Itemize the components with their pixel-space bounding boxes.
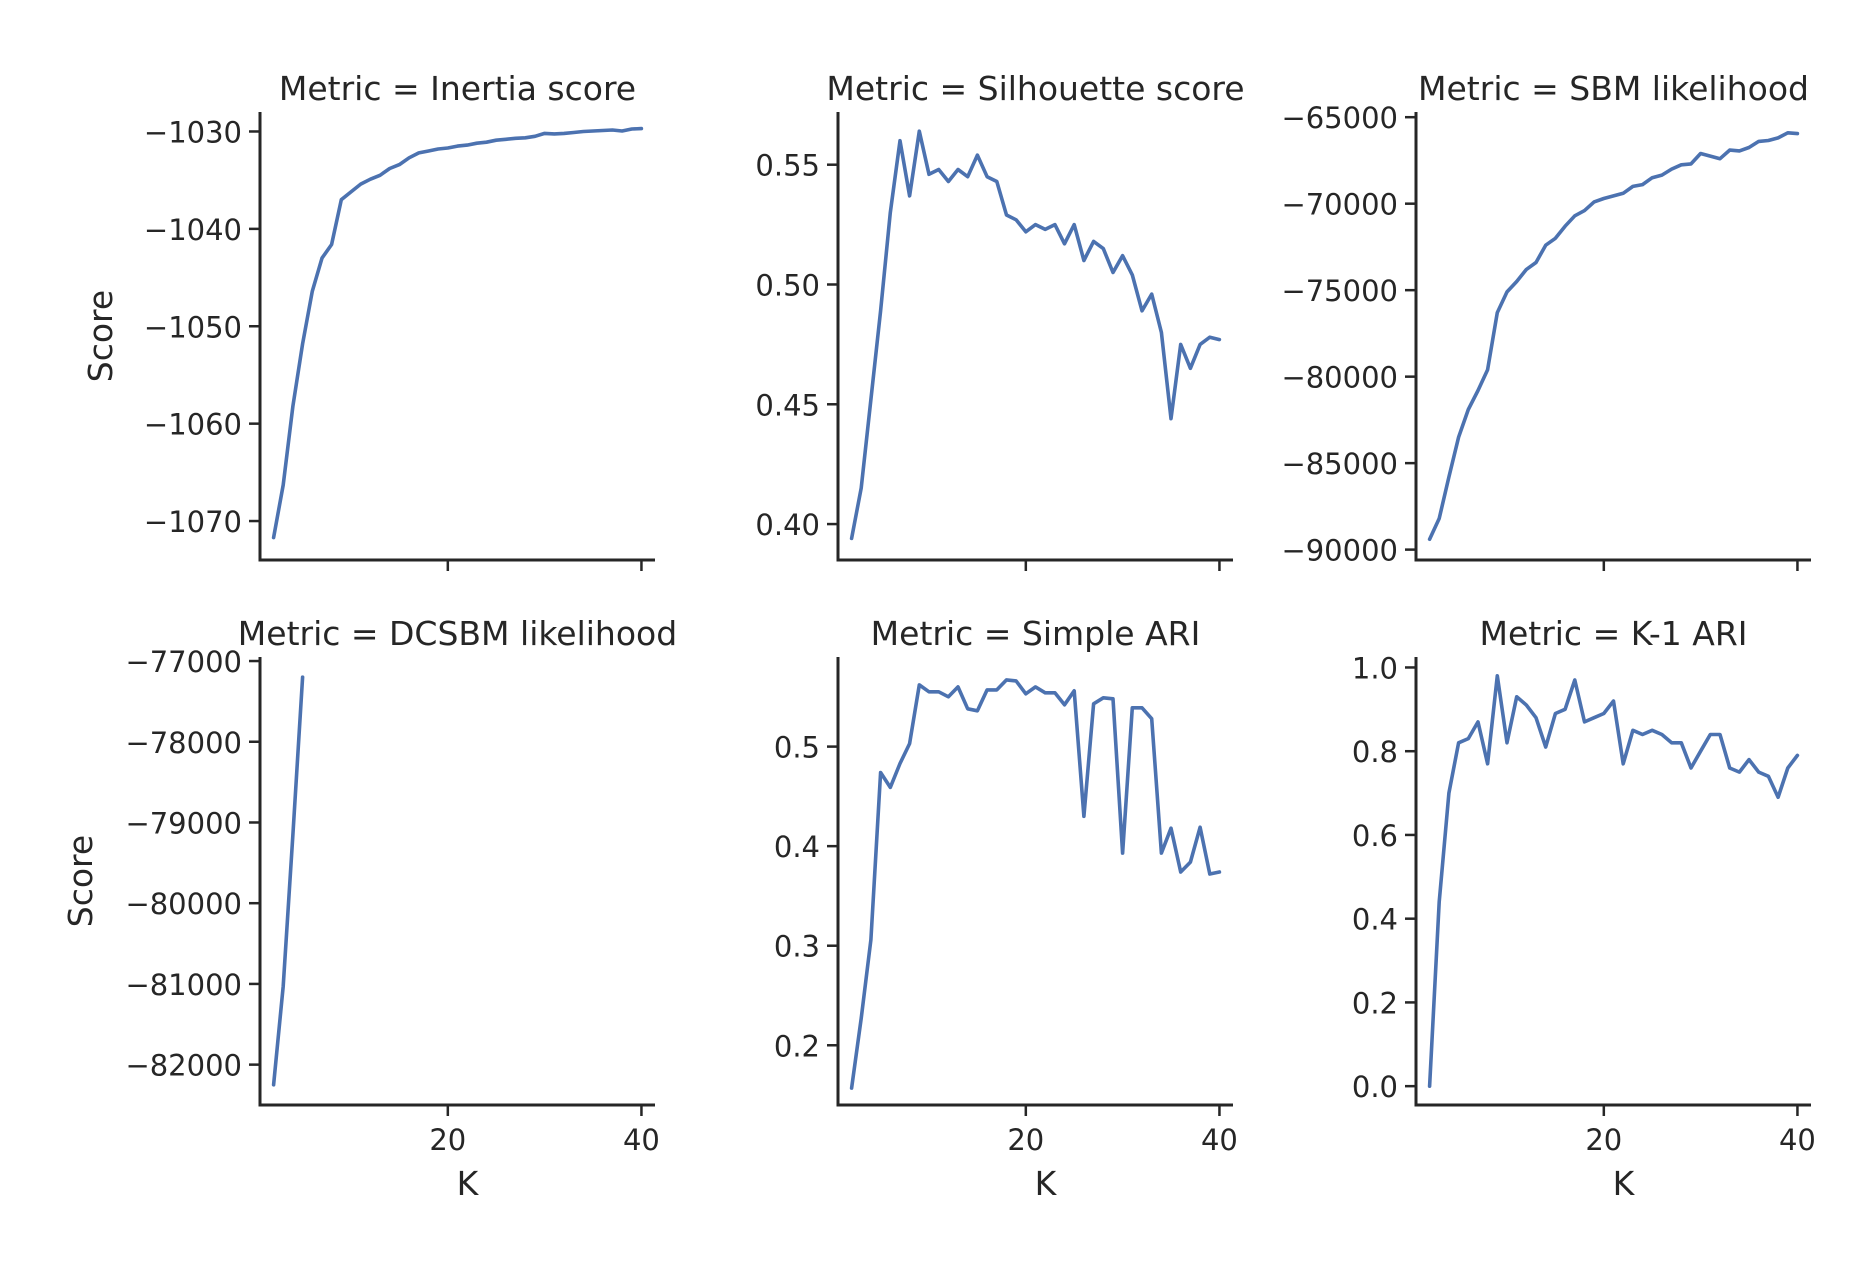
x-tick-label: 40 (1201, 1123, 1238, 1157)
y-tick-label: 0.4 (1352, 903, 1398, 937)
y-tick-label: 0.2 (774, 1029, 820, 1063)
y-tick-label: −1050 (144, 310, 242, 344)
y-axis-label: Score (61, 835, 100, 927)
y-tick-label: 0.55 (755, 149, 820, 183)
x-axis-label: K (1035, 1164, 1058, 1203)
y-tick-label: 0.45 (755, 388, 820, 422)
y-tick-label: 0.0 (1352, 1070, 1398, 1104)
subplot-4: Metric = DCSBM likelihood −82000 −81000 −80… (61, 614, 677, 1203)
subplot-title: Metric = DCSBM likelihood (238, 614, 677, 653)
subplot-5: Metric = Simple ARI 0.2 0.3 0.4 0.5 20 40 K (774, 614, 1238, 1203)
y-tick-label: −1040 (144, 213, 242, 247)
y-tick-label: −81000 (125, 968, 242, 1002)
x-axis-label: K (1613, 1164, 1636, 1203)
y-tick-label: −78000 (125, 726, 242, 760)
y-tick-label: 0.40 (755, 508, 820, 542)
y-tick-label: −1070 (144, 505, 242, 539)
subplot-title: Metric = K-1 ARI (1479, 614, 1747, 653)
y-tick-label: 0.2 (1352, 986, 1398, 1020)
x-tick-label: 40 (623, 1123, 660, 1157)
x-tick-label: 20 (429, 1123, 466, 1157)
y-tick-label: −80000 (125, 887, 242, 921)
series-line (1427, 674, 1800, 1088)
x-axis-label: K (457, 1164, 480, 1203)
y-tick-label: −1030 (144, 115, 242, 149)
y-tick-label: 1.0 (1352, 651, 1398, 685)
y-tick-label: 0.5 (774, 731, 820, 765)
y-axis-label: Score (81, 290, 120, 382)
x-tick-label: 40 (1779, 1123, 1816, 1157)
subplot-6: Metric = K-1 ARI 0.0 0.2 0.4 0.6 0.8 1.0 20 40 K (1352, 614, 1816, 1203)
y-tick-label: −79000 (125, 806, 242, 840)
y-tick-label: −65000 (1281, 101, 1398, 135)
series-line (849, 129, 1222, 541)
y-tick-label: 0.3 (774, 930, 820, 964)
y-tick-label: −82000 (125, 1049, 242, 1083)
subplot-1: Metric = Inertia score −1070 −1060 −1050 −10… (81, 69, 655, 571)
subplot-title: Metric = Silhouette score (826, 69, 1244, 108)
subplot-title: Metric = SBM likelihood (1418, 69, 1809, 108)
y-tick-label: −1060 (144, 408, 242, 442)
x-tick-label: 20 (1585, 1123, 1622, 1157)
series-line (849, 678, 1222, 1090)
y-tick-label: −80000 (1281, 361, 1398, 395)
y-tick-label: −70000 (1281, 188, 1398, 222)
y-tick-label: 0.50 (755, 268, 820, 302)
y-tick-label: 0.4 (774, 830, 820, 864)
x-tick-label: 20 (1007, 1123, 1044, 1157)
subplot-title: Metric = Inertia score (279, 69, 636, 108)
y-tick-label: −90000 (1281, 534, 1398, 568)
series-line (1427, 131, 1800, 541)
y-tick-label: −77000 (125, 645, 242, 679)
subplot-3: Metric = SBM likelihood −90000 −85000 −8000… (1281, 69, 1811, 571)
y-tick-label: −85000 (1281, 447, 1398, 481)
subplot-title: Metric = Simple ARI (871, 614, 1201, 653)
y-tick-label: 0.6 (1352, 819, 1398, 853)
series-line (271, 126, 644, 540)
series-line (271, 675, 305, 1087)
y-tick-label: −75000 (1281, 274, 1398, 308)
y-tick-label: 0.8 (1352, 735, 1398, 769)
subplot-2: Metric = Silhouette score 0.40 0.45 0.50 0.5… (755, 69, 1245, 571)
